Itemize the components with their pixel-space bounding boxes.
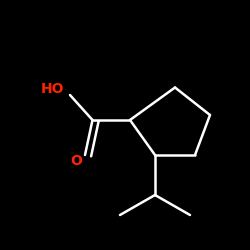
Text: O: O — [70, 154, 82, 168]
Text: HO: HO — [41, 82, 64, 96]
